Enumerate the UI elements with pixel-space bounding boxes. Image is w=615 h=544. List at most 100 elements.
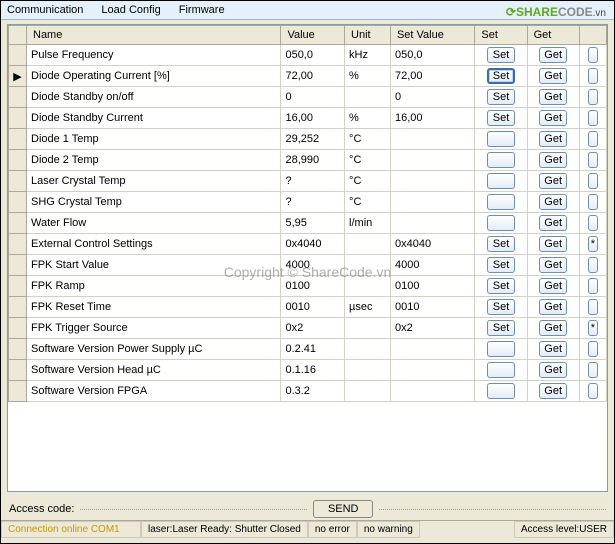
get-button[interactable]: Get bbox=[539, 89, 567, 105]
cell-value[interactable]: 16,00 bbox=[281, 108, 345, 129]
row-header bbox=[9, 360, 27, 381]
set-button-disabled bbox=[487, 341, 515, 357]
cell-setvalue[interactable]: 4000 bbox=[390, 255, 474, 276]
cell-setvalue[interactable]: 0010 bbox=[390, 297, 474, 318]
cell-setvalue[interactable]: 0 bbox=[390, 87, 474, 108]
status-laser: laser:Laser Ready: Shutter Closed bbox=[141, 521, 308, 538]
data-grid[interactable]: Name Value Unit Set Value Set Get Pulse … bbox=[7, 24, 608, 492]
set-button[interactable]: Set bbox=[487, 236, 515, 252]
cell-value[interactable]: ? bbox=[281, 171, 345, 192]
col-name[interactable]: Name bbox=[27, 26, 281, 45]
get-button[interactable]: Get bbox=[539, 299, 567, 315]
cell-setvalue[interactable]: 0x4040 bbox=[390, 234, 474, 255]
cell-setvalue[interactable]: 0100 bbox=[390, 276, 474, 297]
table-row[interactable]: FPK Reset Time0010µsec0010SetGet bbox=[9, 297, 607, 318]
col-get[interactable]: Get bbox=[527, 26, 579, 45]
cell-name: FPK Trigger Source bbox=[27, 318, 281, 339]
set-button[interactable]: Set bbox=[487, 299, 515, 315]
cell-get: Get bbox=[527, 360, 579, 381]
cell-value[interactable]: 29,252 bbox=[281, 129, 345, 150]
set-button[interactable]: Set bbox=[487, 68, 515, 84]
cell-ext bbox=[579, 213, 606, 234]
table-row[interactable]: Software Version Power Supply µC0.2.41 G… bbox=[9, 339, 607, 360]
ext-button[interactable]: * bbox=[588, 236, 598, 252]
set-button[interactable]: Set bbox=[487, 257, 515, 273]
ext-button[interactable]: * bbox=[588, 320, 598, 336]
table-row[interactable]: Diode 2 Temp28,990°C Get bbox=[9, 150, 607, 171]
table-row[interactable]: Pulse Frequency050,0kHz050,0SetGet bbox=[9, 45, 607, 66]
set-button[interactable]: Set bbox=[487, 320, 515, 336]
cell-setvalue[interactable] bbox=[390, 381, 474, 402]
set-button[interactable]: Set bbox=[487, 47, 515, 63]
cell-setvalue[interactable]: 050,0 bbox=[390, 45, 474, 66]
cell-setvalue[interactable] bbox=[390, 339, 474, 360]
cell-value[interactable]: 0x4040 bbox=[281, 234, 345, 255]
get-button[interactable]: Get bbox=[539, 47, 567, 63]
set-button[interactable]: Set bbox=[487, 278, 515, 294]
cell-value[interactable]: 0010 bbox=[281, 297, 345, 318]
table-row[interactable]: Water Flow5,95l/min Get bbox=[9, 213, 607, 234]
send-button[interactable]: SEND bbox=[313, 500, 373, 518]
cell-setvalue[interactable] bbox=[390, 192, 474, 213]
cell-setvalue[interactable] bbox=[390, 150, 474, 171]
col-set[interactable]: Set bbox=[475, 26, 527, 45]
get-button[interactable]: Get bbox=[539, 278, 567, 294]
table-row[interactable]: External Control Settings0x40400x4040Set… bbox=[9, 234, 607, 255]
cell-setvalue[interactable]: 72,00 bbox=[390, 66, 474, 87]
table-row[interactable]: ▶Diode Operating Current [%]72,00%72,00S… bbox=[9, 66, 607, 87]
get-button[interactable]: Get bbox=[539, 341, 567, 357]
get-button[interactable]: Get bbox=[539, 194, 567, 210]
get-button[interactable]: Get bbox=[539, 362, 567, 378]
get-button[interactable]: Get bbox=[539, 173, 567, 189]
cell-value[interactable]: 4000 bbox=[281, 255, 345, 276]
cell-setvalue[interactable]: 0x2 bbox=[390, 318, 474, 339]
cell-value[interactable]: 5,95 bbox=[281, 213, 345, 234]
col-setvalue[interactable]: Set Value bbox=[390, 26, 474, 45]
table-row[interactable]: Laser Crystal Temp?°C Get bbox=[9, 171, 607, 192]
get-button[interactable]: Get bbox=[539, 320, 567, 336]
table-row[interactable]: Software Version FPGA0.3.2 Get bbox=[9, 381, 607, 402]
cell-ext bbox=[579, 276, 606, 297]
table-row[interactable]: Diode Standby on/off00SetGet bbox=[9, 87, 607, 108]
table-row[interactable]: Diode 1 Temp29,252°C Get bbox=[9, 129, 607, 150]
cell-set bbox=[475, 339, 527, 360]
table-row[interactable]: Diode Standby Current16,00%16,00SetGet bbox=[9, 108, 607, 129]
menu-load-config[interactable]: Load Config bbox=[101, 4, 160, 16]
cell-setvalue[interactable]: 16,00 bbox=[390, 108, 474, 129]
cell-value[interactable]: 0.2.41 bbox=[281, 339, 345, 360]
cell-setvalue[interactable] bbox=[390, 129, 474, 150]
get-button[interactable]: Get bbox=[539, 236, 567, 252]
get-button[interactable]: Get bbox=[539, 68, 567, 84]
col-unit[interactable]: Unit bbox=[345, 26, 391, 45]
table-row[interactable]: FPK Start Value40004000SetGet bbox=[9, 255, 607, 276]
cell-value[interactable]: 72,00 bbox=[281, 66, 345, 87]
cell-value[interactable]: 0x2 bbox=[281, 318, 345, 339]
get-button[interactable]: Get bbox=[539, 131, 567, 147]
cell-setvalue[interactable] bbox=[390, 213, 474, 234]
table-row[interactable]: Software Version Head µC0.1.16 Get bbox=[9, 360, 607, 381]
get-button[interactable]: Get bbox=[539, 152, 567, 168]
cell-setvalue[interactable] bbox=[390, 360, 474, 381]
table-row[interactable]: FPK Trigger Source0x20x2SetGet* bbox=[9, 318, 607, 339]
get-button[interactable]: Get bbox=[539, 215, 567, 231]
set-button[interactable]: Set bbox=[487, 110, 515, 126]
cell-setvalue[interactable] bbox=[390, 171, 474, 192]
set-button-disabled bbox=[487, 215, 515, 231]
ext-button bbox=[588, 110, 598, 126]
get-button[interactable]: Get bbox=[539, 383, 567, 399]
cell-value[interactable]: 0100 bbox=[281, 276, 345, 297]
table-row[interactable]: SHG Crystal Temp?°C Get bbox=[9, 192, 607, 213]
cell-value[interactable]: 0.1.16 bbox=[281, 360, 345, 381]
cell-value[interactable]: 28,990 bbox=[281, 150, 345, 171]
table-row[interactable]: FPK Ramp01000100SetGet bbox=[9, 276, 607, 297]
menu-firmware[interactable]: Firmware bbox=[179, 4, 225, 16]
menu-communication[interactable]: Communication bbox=[7, 4, 83, 16]
col-value[interactable]: Value bbox=[281, 26, 345, 45]
get-button[interactable]: Get bbox=[539, 110, 567, 126]
get-button[interactable]: Get bbox=[539, 257, 567, 273]
cell-value[interactable]: ? bbox=[281, 192, 345, 213]
set-button[interactable]: Set bbox=[487, 89, 515, 105]
cell-value[interactable]: 0 bbox=[281, 87, 345, 108]
cell-value[interactable]: 0.3.2 bbox=[281, 381, 345, 402]
cell-value[interactable]: 050,0 bbox=[281, 45, 345, 66]
